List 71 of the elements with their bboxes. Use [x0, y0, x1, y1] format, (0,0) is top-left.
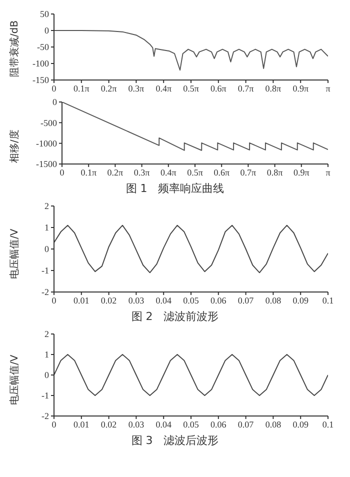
- x-tick-label: 0.1π: [74, 83, 90, 94]
- x-tick-label: 0.1: [322, 419, 334, 430]
- x-tick-label: 0.1π: [80, 167, 97, 178]
- x-tick-label: 0.2π: [107, 167, 124, 178]
- line-series: [54, 30, 328, 71]
- x-tick-label: 0.07: [238, 295, 254, 306]
- y-axis-title: 相移/度: [8, 130, 21, 163]
- x-tick-label: 0.4π: [160, 167, 177, 178]
- y-tick-label: -500: [40, 118, 58, 128]
- x-tick-label: 0.02: [100, 295, 117, 306]
- y-axis-title: 电压幅值/V: [8, 354, 21, 405]
- line-series: [54, 354, 328, 396]
- y-tick-label: 1: [44, 222, 49, 233]
- x-tick-label: 0.02: [100, 419, 117, 430]
- y-tick-label: 0: [44, 370, 50, 380]
- y-tick-label: 1: [44, 350, 49, 360]
- x-tick-label: 0.04: [156, 419, 172, 430]
- x-tick-label: 0.08: [265, 419, 282, 430]
- caption: 图 1 频率响应曲线: [124, 181, 226, 196]
- y-tick-label: 2: [44, 201, 49, 212]
- x-tick-label: 0: [60, 167, 65, 178]
- x-tick-label: π: [326, 167, 331, 178]
- x-tick-label: 0.05: [183, 295, 200, 306]
- x-tick-label: 0.5π: [187, 167, 204, 178]
- x-tick-label: 0.1: [322, 295, 334, 306]
- y-tick-label: -100: [32, 58, 50, 69]
- x-tick-label: 0.8π: [265, 83, 282, 94]
- x-tick-label: 0.06: [210, 295, 227, 306]
- x-tick-label: 0.6π: [210, 83, 227, 94]
- y-tick-label: 0: [44, 244, 50, 254]
- x-tick-label: 0.03: [128, 295, 145, 306]
- x-tick-label: π: [326, 83, 331, 94]
- x-tick-label: 0.01: [74, 419, 90, 430]
- caption: 图 3 滤波后波形: [130, 433, 220, 448]
- y-tick-label: 2: [44, 329, 49, 340]
- x-tick-label: 0.3π: [128, 83, 145, 94]
- x-tick-label: 0.07: [238, 419, 254, 430]
- y-tick-label: 0: [52, 97, 58, 108]
- x-tick-label: 0.9π: [292, 83, 309, 94]
- y-tick-label: -2: [42, 287, 49, 298]
- x-tick-label: 0.2π: [100, 83, 118, 94]
- y-tick-label: -1: [42, 266, 49, 276]
- x-tick-label: 0.7π: [240, 167, 257, 178]
- y-tick-label: -1000: [36, 138, 58, 149]
- y-tick-label: -1500: [36, 159, 58, 170]
- y-tick-label: 0: [44, 26, 50, 36]
- y-axis-title: 阻带衰减/dB: [8, 20, 21, 77]
- x-tick-label: 0.8π: [266, 167, 284, 178]
- x-tick-label: 0.7π: [238, 83, 254, 94]
- y-tick-label: -2: [42, 411, 49, 422]
- y-tick-label: -50: [37, 42, 50, 52]
- x-tick-label: 0.3π: [134, 167, 150, 178]
- y-tick-label: -1: [42, 390, 49, 401]
- x-tick-label: 0.09: [292, 295, 309, 306]
- caption: 图 2 滤波前波形: [130, 309, 220, 324]
- x-tick-label: 0.05: [183, 419, 200, 430]
- x-tick-label: 0.9π: [294, 167, 310, 178]
- line-series: [62, 102, 328, 151]
- x-tick-label: 0.06: [210, 419, 227, 430]
- y-tick-label: 50: [40, 9, 50, 20]
- y-tick-label: -150: [32, 75, 50, 86]
- x-tick-label: 0.6π: [214, 167, 230, 178]
- y-axis-title: 电压幅值/V: [8, 228, 21, 279]
- x-tick-label: 0.03: [128, 419, 145, 430]
- x-tick-label: 0.4π: [156, 83, 172, 94]
- x-tick-label: 0.5π: [183, 83, 200, 94]
- x-tick-label: 0.09: [292, 419, 309, 430]
- x-tick-label: 0.08: [265, 295, 282, 306]
- line-series: [54, 224, 328, 274]
- x-tick-label: 0.01: [74, 295, 90, 306]
- x-tick-label: 0.04: [156, 295, 172, 306]
